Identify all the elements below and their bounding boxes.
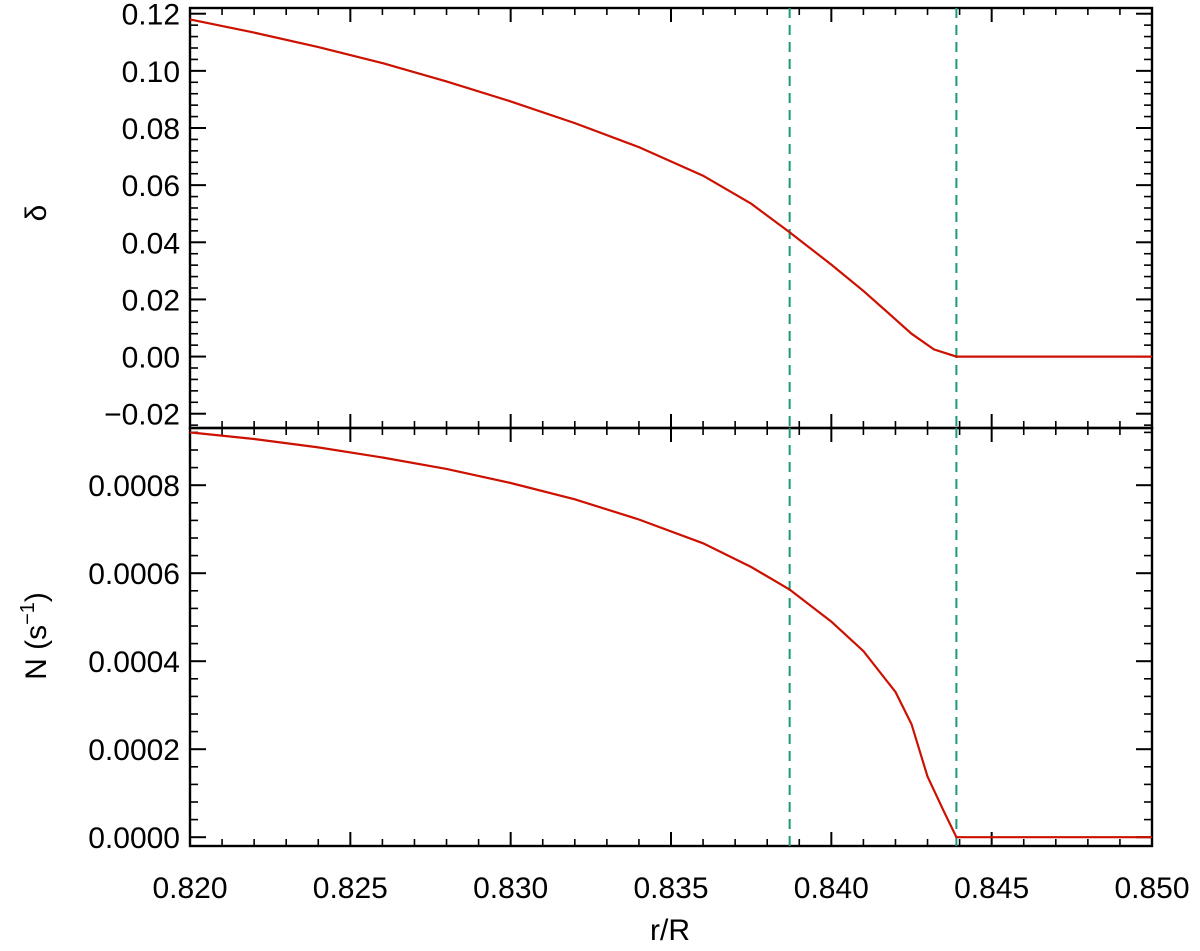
x-tick-label: 0.820 — [152, 872, 227, 905]
x-tick-label: 0.830 — [473, 872, 548, 905]
x-tick-label: 0.845 — [954, 872, 1029, 905]
y-axis-label-bottom: N (s−1) — [17, 592, 53, 680]
top-y-tick-label: 0.12 — [122, 0, 180, 32]
x-axis-label: r/R — [650, 914, 690, 947]
y-axis-label-superscript: −1 — [17, 602, 39, 625]
top-plot-frame — [188, 6, 1154, 430]
y-axis-label-close: ) — [20, 592, 53, 602]
bottom-plot-frame — [188, 426, 1154, 848]
bottom-y-tick-label: 0.0006 — [88, 558, 180, 591]
top-series-line — [189, 18, 1152, 358]
bottom-y-tick-label: 0.0002 — [88, 734, 180, 767]
y-axis-label-top: δ — [20, 205, 53, 222]
x-tick-label: 0.835 — [633, 872, 708, 905]
x-tick-label: 0.825 — [313, 872, 388, 905]
top-y-tick-label: 0.04 — [122, 227, 180, 260]
bottom-y-tick-label: 0.0000 — [88, 822, 180, 855]
top-y-tick-label: 0.00 — [122, 342, 180, 375]
top-y-tick-label: 0.06 — [122, 170, 180, 203]
bottom-y-tick-label: 0.0008 — [88, 470, 180, 503]
top-y-tick-label: 0.10 — [122, 56, 180, 89]
top-panel: −0.02 0.00 0.02 0.04 0.06 0.08 0.10 0.12 — [104, 0, 1154, 432]
bottom-y-tick-label: 0.0004 — [88, 646, 180, 679]
x-tick-label: 0.840 — [794, 872, 869, 905]
top-y-tick-label: −0.02 — [104, 399, 180, 432]
x-tick-label: 0.850 — [1114, 872, 1189, 905]
top-y-tick-label: 0.02 — [122, 284, 180, 317]
top-y-tick-label: 0.08 — [122, 113, 180, 146]
bottom-series-line — [189, 431, 1152, 839]
bottom-panel: 0.0000 0.0002 0.0004 0.0006 0.0008 0.820 0.825… — [88, 426, 1190, 905]
y-axis-label-base: N (s — [20, 625, 53, 680]
